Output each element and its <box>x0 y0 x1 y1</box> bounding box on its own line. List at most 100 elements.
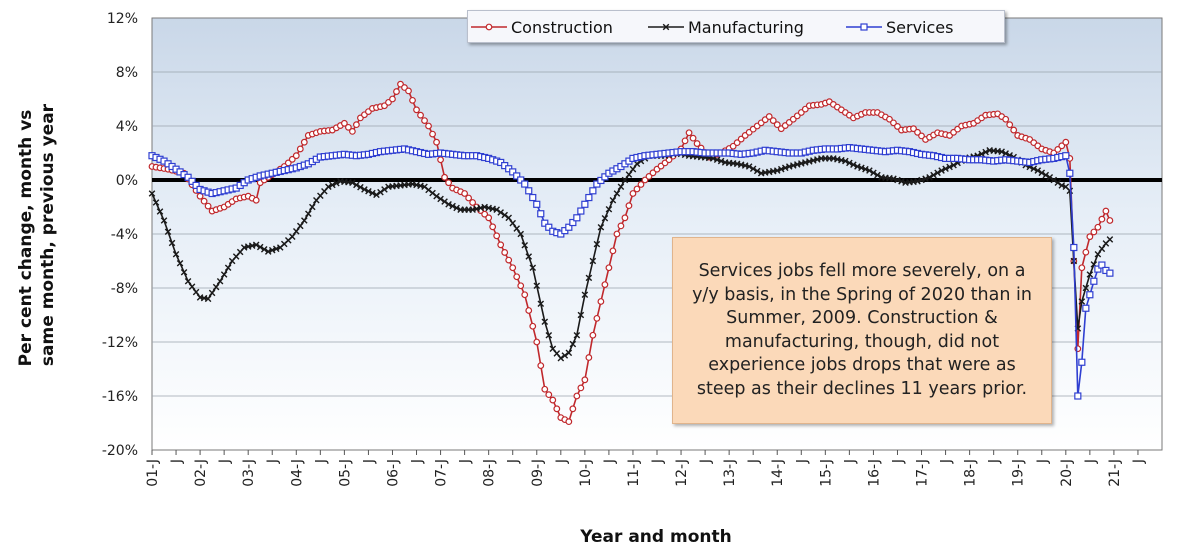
construction-point <box>393 88 400 95</box>
construction-point <box>413 106 420 114</box>
y-axis-title: Per cent change, month vs same month, pr… <box>16 103 58 366</box>
construction-point <box>425 122 432 130</box>
manufacturing-point <box>613 190 621 197</box>
construction-point <box>613 230 621 238</box>
services-point <box>513 172 521 180</box>
x-tick-label: J <box>842 459 858 464</box>
construction-point <box>481 210 489 218</box>
construction-point <box>649 169 657 177</box>
services-point <box>541 219 549 227</box>
construction-point <box>469 199 477 206</box>
manufacturing-point <box>581 291 589 299</box>
y-axis-title-line-2: same month, previous year <box>38 103 58 366</box>
services-point <box>565 223 573 231</box>
services-point <box>1062 152 1070 160</box>
services-point <box>537 210 545 218</box>
manufacturing-point <box>260 246 268 253</box>
services-point <box>569 218 577 227</box>
manufacturing-point <box>589 257 597 265</box>
services-point <box>192 181 200 189</box>
construction-point <box>693 140 701 147</box>
manufacturing-point <box>1106 236 1114 243</box>
construction-point <box>541 385 549 393</box>
construction-point <box>910 125 917 133</box>
annotation-box: Services jobs fell more severely, on a y… <box>672 237 1052 424</box>
construction-point <box>344 123 352 131</box>
manufacturing-point <box>569 340 577 348</box>
manufacturing-point <box>160 217 168 224</box>
construction-point <box>1094 223 1102 231</box>
x-tick-label: 17-J <box>915 459 931 487</box>
manufacturing-point <box>296 222 304 230</box>
services-point <box>529 193 537 202</box>
manufacturing-point <box>1030 165 1038 173</box>
x-tick-label: J <box>1035 459 1051 464</box>
construction-point <box>409 96 416 104</box>
x-tick-label: 03-J <box>241 459 257 487</box>
manufacturing-point <box>537 300 545 308</box>
manufacturing-point <box>216 277 224 285</box>
manufacturing-point <box>621 176 629 184</box>
x-tick-label: J <box>265 459 281 464</box>
construction-point <box>729 142 737 150</box>
x-tick-labels: 01-J J 02-J J 03-J J 04-J J 05-J J 06-J J 07-J J 08-J J… <box>145 450 1147 487</box>
y-tick-label: -4% <box>111 227 138 243</box>
manufacturing-point <box>1086 271 1094 278</box>
services-point <box>509 168 517 176</box>
x-tick-label: 06-J <box>385 459 401 487</box>
construction-point <box>685 129 693 137</box>
legend-svg: Construction Manufacturing Services <box>471 18 953 37</box>
construction-point <box>509 264 517 272</box>
legend-services-marker <box>860 23 868 31</box>
construction-point <box>1058 142 1066 150</box>
manufacturing-point <box>874 171 881 179</box>
construction-point <box>625 202 633 210</box>
services-point <box>545 223 553 231</box>
x-tick-label: J <box>506 459 522 464</box>
construction-point <box>521 291 529 299</box>
manufacturing-point <box>533 282 541 290</box>
manufacturing-point <box>934 169 941 177</box>
manufacturing-point <box>513 225 521 232</box>
construction-point <box>292 152 300 160</box>
x-tick-label: 02-J <box>193 459 209 487</box>
construction-point <box>890 119 897 127</box>
construction-point <box>641 176 649 184</box>
construction-point <box>765 113 773 120</box>
x-axis-title: Year and month <box>579 527 731 547</box>
manufacturing-point <box>1058 182 1066 189</box>
manufacturing-point <box>252 241 260 249</box>
x-tick-label: J <box>217 459 233 464</box>
construction-point <box>296 145 304 153</box>
y-tick-labels: 12% 8% 4% 0% -4% -8% -12% -16% -20% <box>102 11 138 459</box>
manufacturing-point <box>176 259 184 267</box>
manufacturing-point <box>449 202 456 210</box>
x-tick-label: 10-J <box>578 459 594 487</box>
construction-point <box>429 130 436 138</box>
manufacturing-point <box>773 167 781 174</box>
manufacturing-point <box>898 178 905 185</box>
services-point <box>1074 392 1082 400</box>
construction-point <box>645 172 653 180</box>
manufacturing-point <box>1078 298 1086 305</box>
construction-point <box>886 115 893 123</box>
manufacturing-point <box>268 246 276 254</box>
construction-point <box>284 159 292 167</box>
construction-point <box>1002 115 1010 123</box>
manufacturing-point <box>164 228 172 236</box>
manufacturing-point <box>353 181 360 189</box>
services-point <box>1082 304 1090 312</box>
manufacturing-point <box>777 165 785 173</box>
manufacturing-point <box>497 209 504 216</box>
x-tick-label: J <box>698 459 714 464</box>
construction-point <box>914 128 921 136</box>
construction-point <box>617 222 625 230</box>
manufacturing-point <box>781 164 789 172</box>
x-tick-label: 21-J <box>1107 459 1123 487</box>
construction-point <box>288 155 296 163</box>
manufacturing-point <box>858 164 865 172</box>
construction-point <box>493 232 501 240</box>
construction-point <box>545 391 553 399</box>
legend: Construction Manufacturing Services <box>467 10 1005 43</box>
